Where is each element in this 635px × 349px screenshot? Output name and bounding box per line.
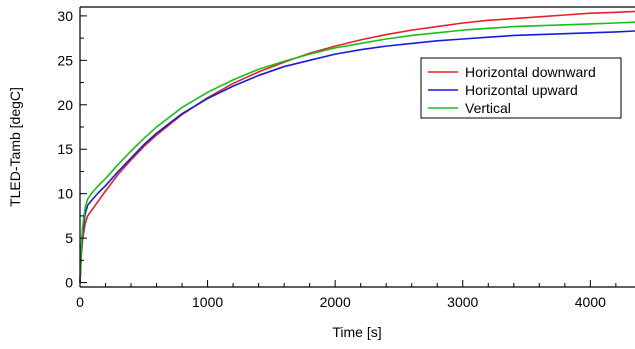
y-tick-label: 15: [57, 141, 73, 157]
series-line-2: [79, 21, 635, 283]
legend-label-2: Vertical: [465, 100, 511, 116]
y-tick-label: 25: [57, 52, 73, 68]
x-tick-label: 0: [76, 294, 84, 310]
x-tick-label: 1000: [192, 294, 223, 310]
legend-box: [420, 57, 622, 119]
legend: Horizontal downward Horizontal upward Vert…: [420, 57, 622, 119]
series-lines: [79, 10, 635, 283]
x-tick-label: 4000: [575, 294, 606, 310]
y-tick-label: 5: [65, 230, 73, 246]
y-tick-label: 10: [57, 186, 73, 202]
y-tick-label: 30: [57, 8, 73, 24]
y-axis-title: TLED-Tamb [degC]: [7, 87, 23, 207]
y-ticks: 0 5 10 15 20 25 30: [57, 8, 87, 291]
x-axis-title: Time [s]: [332, 324, 381, 340]
x-tick-label: 3000: [447, 294, 478, 310]
series-line-0: [79, 10, 635, 283]
y-tick-label: 20: [57, 97, 73, 113]
plot-area: 0 5 10 15 20 25 30 0 1000 2000 3000 4000: [57, 6, 635, 310]
x-tick-label: 2000: [320, 294, 351, 310]
x-ticks: 0 1000 2000 3000 4000: [76, 280, 617, 310]
y-tick-label: 0: [65, 275, 73, 291]
legend-label-0: Horizontal downward: [465, 64, 596, 80]
legend-label-1: Horizontal upward: [465, 82, 578, 98]
series-line-1: [79, 30, 635, 283]
